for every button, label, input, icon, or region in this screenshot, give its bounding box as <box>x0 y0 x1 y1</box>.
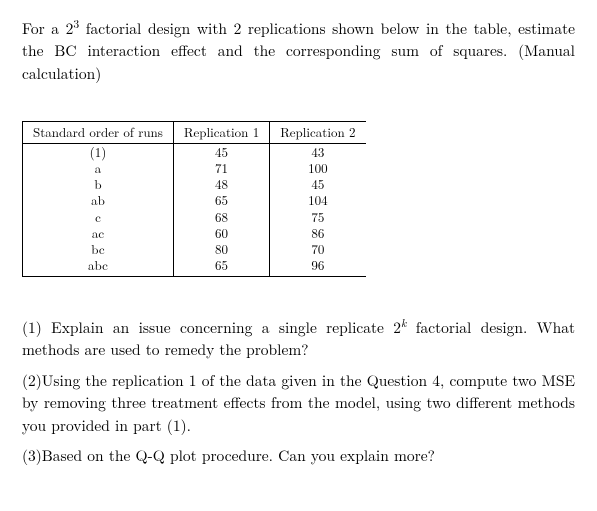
questions-block: (1) Explain an issue concerning a single… <box>22 317 575 468</box>
table-header: Replication 2 <box>270 122 366 143</box>
data-table: Standard order of runs Replication 1 Rep… <box>22 121 366 276</box>
cell-label: abc <box>23 257 174 276</box>
cell-r2: 96 <box>270 257 366 276</box>
intro-text-2: factorial design with 2 replications sho… <box>22 18 575 84</box>
cell-r1: 65 <box>173 257 269 276</box>
question-1: (1) Explain an issue concerning a single… <box>22 317 575 362</box>
q1-text-a: (1) Explain an issue concerning a single… <box>22 317 401 338</box>
table-row: abc 65 96 <box>23 257 366 276</box>
question-3: (3)Based on the Q-Q plot procedure. Can … <box>22 445 575 467</box>
table-header: Replication 1 <box>173 122 269 143</box>
table-header: Standard order of runs <box>23 122 174 143</box>
table-header-row: Standard order of runs Replication 1 Rep… <box>23 122 366 143</box>
intro-paragraph: For a 23 factorial design with 2 replica… <box>22 18 575 85</box>
intro-text-1: For a 2 <box>22 18 73 39</box>
question-2: (2)Using the replication 1 of the data g… <box>22 370 575 437</box>
